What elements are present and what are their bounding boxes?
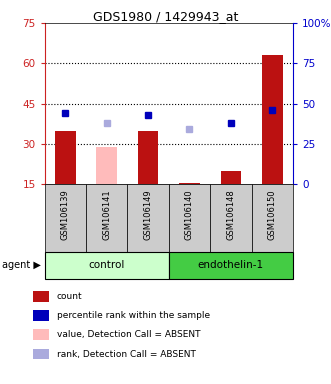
Text: GSM106150: GSM106150: [268, 190, 277, 240]
Bar: [179, 183, 200, 184]
Text: GSM106139: GSM106139: [61, 190, 70, 240]
Bar: [45, 184, 86, 252]
Text: percentile rank within the sample: percentile rank within the sample: [57, 311, 210, 320]
Bar: [55, 131, 76, 184]
Bar: [32, 310, 49, 321]
Bar: [169, 184, 210, 252]
Text: rank, Detection Call = ABSENT: rank, Detection Call = ABSENT: [57, 349, 196, 359]
Bar: [45, 252, 169, 279]
Text: agent ▶: agent ▶: [3, 260, 41, 270]
Text: GSM106149: GSM106149: [144, 190, 153, 240]
Text: control: control: [89, 260, 125, 270]
Bar: [32, 329, 49, 340]
Bar: [127, 184, 169, 252]
Bar: [252, 184, 293, 252]
Text: value, Detection Call = ABSENT: value, Detection Call = ABSENT: [57, 330, 201, 339]
Text: GSM106148: GSM106148: [226, 190, 235, 240]
Bar: [169, 252, 293, 279]
Text: GDS1980 / 1429943_at: GDS1980 / 1429943_at: [93, 10, 238, 23]
Bar: [138, 131, 159, 184]
Text: GSM106141: GSM106141: [102, 190, 111, 240]
Bar: [262, 55, 283, 184]
Bar: [220, 171, 241, 184]
Bar: [32, 349, 49, 359]
Text: endothelin-1: endothelin-1: [198, 260, 264, 270]
Bar: [96, 147, 117, 184]
Bar: [32, 291, 49, 302]
Text: count: count: [57, 292, 82, 301]
Bar: [86, 184, 127, 252]
Text: GSM106140: GSM106140: [185, 190, 194, 240]
Bar: [210, 184, 252, 252]
